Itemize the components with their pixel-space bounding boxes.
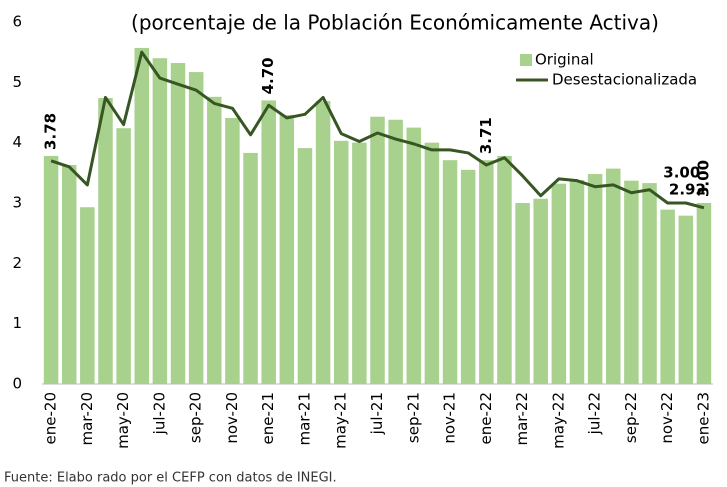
x-tick-label: nov-21 bbox=[441, 392, 459, 444]
x-tick-label: mar-20 bbox=[78, 392, 96, 446]
bar bbox=[460, 169, 476, 384]
bar bbox=[207, 96, 222, 385]
bar bbox=[134, 47, 149, 385]
x-tick-label: sep-22 bbox=[622, 392, 640, 443]
x-tick-label: mar-22 bbox=[513, 392, 531, 446]
legend-label: Desestacionalizada bbox=[552, 71, 697, 89]
x-tick-label: ene-20 bbox=[42, 392, 60, 444]
bar bbox=[406, 127, 422, 384]
bar bbox=[624, 180, 639, 384]
data-label: 3.00 bbox=[663, 164, 700, 182]
bar bbox=[333, 140, 349, 384]
bar bbox=[352, 142, 367, 384]
x-tick-label: ene-21 bbox=[259, 392, 277, 444]
x-tick-label: sep-20 bbox=[187, 392, 205, 443]
bar bbox=[261, 100, 276, 384]
line bbox=[50, 50, 705, 210]
bar bbox=[497, 155, 512, 384]
data-label: 3.78 bbox=[42, 113, 60, 150]
bar bbox=[551, 183, 567, 384]
y-tick-label: 6 bbox=[12, 13, 22, 31]
x-tick-label: ene-22 bbox=[477, 392, 495, 444]
bar bbox=[642, 183, 657, 384]
bar bbox=[660, 209, 675, 384]
legend-label: Original bbox=[535, 51, 594, 69]
y-tick-label: 2 bbox=[12, 254, 22, 272]
bar bbox=[80, 207, 95, 384]
bar bbox=[515, 203, 530, 384]
data-label: 3.00 bbox=[694, 160, 712, 197]
chart-title: (porcentaje de la Población Económicamen… bbox=[131, 11, 659, 35]
bar bbox=[424, 142, 440, 384]
bar bbox=[479, 160, 494, 384]
x-tick-label: may-21 bbox=[332, 392, 350, 449]
data-label: 4.70 bbox=[259, 57, 277, 94]
bar bbox=[442, 160, 458, 384]
legend-swatch bbox=[520, 54, 532, 66]
x-tick-label: jul-22 bbox=[586, 392, 604, 435]
bar bbox=[188, 72, 204, 385]
x-tick-label: may-22 bbox=[549, 392, 567, 449]
bar bbox=[606, 168, 621, 384]
source: Fuente: Elabo rado por el CEFP con datos… bbox=[4, 471, 337, 486]
bar bbox=[98, 98, 113, 385]
bar bbox=[116, 128, 131, 384]
bar bbox=[696, 203, 712, 384]
bar bbox=[370, 116, 385, 385]
bar bbox=[297, 148, 313, 384]
x-tick-label: ene-23 bbox=[694, 392, 712, 444]
bar bbox=[152, 58, 168, 384]
y-tick-label: 3 bbox=[12, 194, 22, 212]
bar bbox=[569, 180, 585, 384]
x-tick-label: mar-21 bbox=[295, 392, 313, 446]
bar bbox=[225, 117, 240, 385]
y-tick-label: 1 bbox=[12, 314, 22, 332]
x-tick-label: may-20 bbox=[114, 392, 132, 449]
data-label: 3.71 bbox=[477, 117, 495, 154]
bar bbox=[388, 119, 403, 385]
bar bbox=[315, 101, 331, 384]
y-tick-label: 0 bbox=[12, 375, 22, 393]
bar bbox=[43, 155, 59, 384]
bar bbox=[533, 198, 548, 384]
bar bbox=[170, 63, 186, 384]
x-tick-label: jul-21 bbox=[368, 392, 386, 435]
bar bbox=[279, 114, 295, 384]
y-tick-label: 4 bbox=[12, 133, 22, 151]
x-tick-label: nov-20 bbox=[223, 392, 241, 444]
x-tick-label: jul-20 bbox=[150, 392, 168, 435]
x-tick-label: nov-22 bbox=[658, 392, 676, 444]
data-label: 2.92 bbox=[669, 180, 706, 198]
bar bbox=[243, 152, 258, 384]
bar bbox=[61, 164, 77, 384]
x-tick-label: sep-21 bbox=[404, 392, 422, 443]
y-tick-label: 5 bbox=[12, 73, 22, 91]
bar bbox=[678, 215, 694, 384]
bar bbox=[587, 174, 603, 384]
